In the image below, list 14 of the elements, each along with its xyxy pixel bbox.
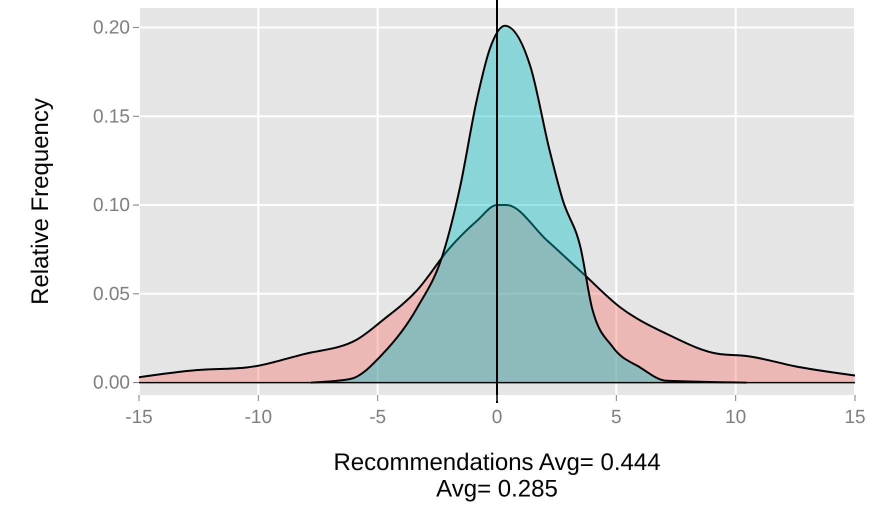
y-tick-label: 0.10 xyxy=(93,195,130,216)
y-axis-title: Relative Frequency xyxy=(27,98,54,305)
y-tick-label: 0.20 xyxy=(93,18,130,39)
x-tick-label: -5 xyxy=(369,407,386,428)
x-tick-label: 5 xyxy=(611,407,622,428)
x-tick-label: 10 xyxy=(725,407,746,428)
x-tick-label: -10 xyxy=(244,407,272,428)
y-tick-label: 0.15 xyxy=(93,106,130,128)
y-tick-label: 0.00 xyxy=(93,372,130,394)
x-tick-label: 15 xyxy=(844,407,866,428)
x-tick-label: -15 xyxy=(125,407,153,428)
x-axis-title: Recommendations Avg= 0.444 Avg= 0.285 xyxy=(333,449,661,502)
x-tick-label: 0 xyxy=(492,407,502,428)
y-tick-label: 0.05 xyxy=(93,284,130,305)
